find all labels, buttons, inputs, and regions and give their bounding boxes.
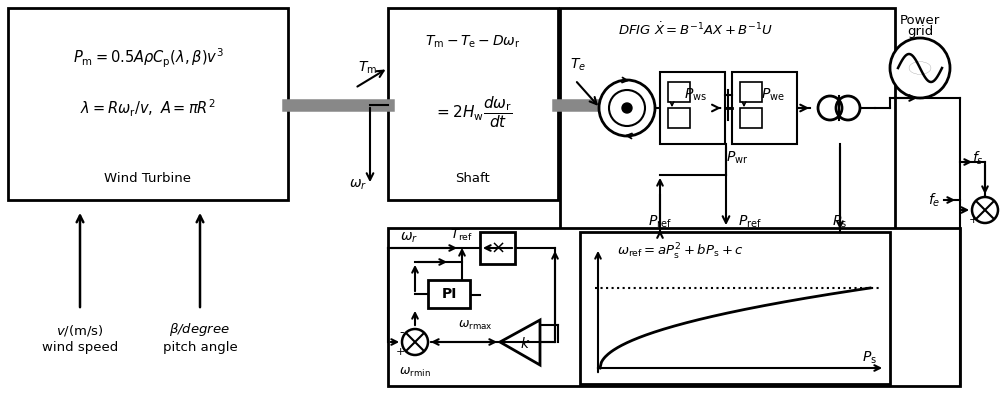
Text: $P_\mathrm{s}$: $P_\mathrm{s}$ <box>862 350 878 366</box>
Text: +: + <box>395 347 405 357</box>
Bar <box>740 108 762 128</box>
Text: $f_e$: $f_e$ <box>928 191 940 209</box>
Polygon shape <box>500 320 540 365</box>
Text: $\omega_r$: $\omega_r$ <box>349 178 367 192</box>
Bar <box>428 280 470 308</box>
Text: -: - <box>983 192 987 205</box>
Text: wind speed: wind speed <box>42 342 118 354</box>
Bar <box>560 8 895 230</box>
Bar <box>8 8 288 200</box>
Text: $T_\mathrm{m}$: $T_\mathrm{m}$ <box>358 60 378 76</box>
Text: +: + <box>968 215 978 225</box>
Text: Shaft: Shaft <box>456 171 490 184</box>
Text: $T_\mathrm{ref}$: $T_\mathrm{ref}$ <box>450 228 474 243</box>
Text: $=2H_\mathrm{w}\dfrac{d\omega_\mathrm{r}}{dt}$: $=2H_\mathrm{w}\dfrac{d\omega_\mathrm{r}… <box>434 94 512 130</box>
Text: $\omega_\mathrm{rmax}$: $\omega_\mathrm{rmax}$ <box>458 318 492 331</box>
Bar <box>668 82 690 102</box>
Text: grid: grid <box>907 26 933 38</box>
Text: Wind Turbine: Wind Turbine <box>104 171 192 184</box>
Bar <box>668 108 690 128</box>
Text: $P_\mathrm{s}$: $P_\mathrm{s}$ <box>832 214 848 230</box>
Text: $\times$: $\times$ <box>490 239 504 257</box>
Text: pitch angle: pitch angle <box>163 342 237 354</box>
Text: $P_\mathrm{we}$: $P_\mathrm{we}$ <box>761 87 785 103</box>
Text: $P_\mathrm{wr}$: $P_\mathrm{wr}$ <box>726 150 748 166</box>
Bar <box>732 72 797 144</box>
Circle shape <box>599 80 655 136</box>
Bar <box>740 82 762 102</box>
Text: Power: Power <box>900 13 940 26</box>
Bar <box>388 8 558 200</box>
Text: $\omega_r$: $\omega_r$ <box>400 231 418 245</box>
Circle shape <box>609 90 645 126</box>
Text: DFIG $\dot{X}=B^{-1}AX+B^{-1}U$: DFIG $\dot{X}=B^{-1}AX+B^{-1}U$ <box>618 22 774 38</box>
Circle shape <box>972 197 998 223</box>
Bar <box>480 232 515 264</box>
Text: $\beta$/degree: $\beta$/degree <box>169 322 231 339</box>
Text: $P_\mathrm{ref}$: $P_\mathrm{ref}$ <box>738 214 762 230</box>
Text: $T_e$: $T_e$ <box>570 57 586 73</box>
Text: $k$: $k$ <box>520 335 530 350</box>
Bar <box>660 72 725 144</box>
Text: $v/(\mathrm{m/s})$: $v/(\mathrm{m/s})$ <box>56 322 104 337</box>
Text: $P_\mathrm{m}=0.5A\rho C_\mathrm{p}(\lambda,\beta)v^3$: $P_\mathrm{m}=0.5A\rho C_\mathrm{p}(\lam… <box>73 46 223 70</box>
Text: $\lambda=R\omega_\mathrm{r}/v,\ A=\pi R^2$: $\lambda=R\omega_\mathrm{r}/v,\ A=\pi R^… <box>80 97 216 119</box>
Circle shape <box>402 329 428 355</box>
Text: $P_\mathrm{ref}$: $P_\mathrm{ref}$ <box>648 214 672 230</box>
Text: $f_s$: $f_s$ <box>972 149 984 167</box>
Text: $\omega_\mathrm{rmin}$: $\omega_\mathrm{rmin}$ <box>399 365 431 378</box>
Text: $T_\mathrm{m}-T_\mathrm{e}-D\omega_\mathrm{r}$: $T_\mathrm{m}-T_\mathrm{e}-D\omega_\math… <box>425 34 521 50</box>
Text: $\omega_\mathrm{ref}=aP_\mathrm{s}^2+bP_\mathrm{s}+c$: $\omega_\mathrm{ref}=aP_\mathrm{s}^2+bP_… <box>617 242 743 262</box>
Bar <box>580 232 890 384</box>
Text: -: - <box>400 327 404 339</box>
Text: PI: PI <box>441 287 457 301</box>
Bar <box>388 228 960 386</box>
Text: $P_\mathrm{ws}$: $P_\mathrm{ws}$ <box>684 87 706 103</box>
Circle shape <box>890 38 950 98</box>
Circle shape <box>622 103 632 113</box>
